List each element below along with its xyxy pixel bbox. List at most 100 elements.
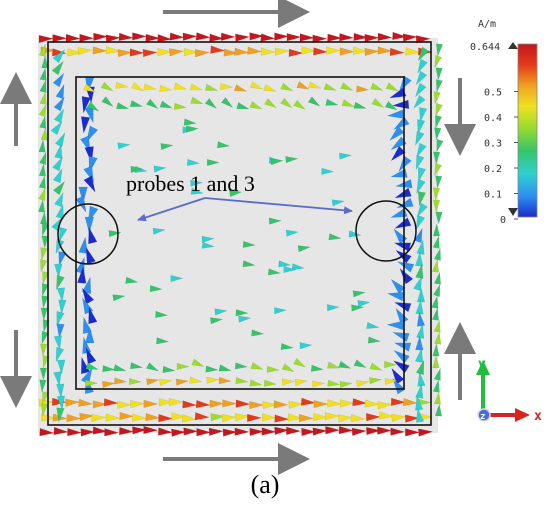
field-vector-arrow <box>236 102 250 110</box>
field-vector-arrow <box>146 362 160 372</box>
field-vector-arrow <box>85 246 96 265</box>
field-vector-arrow <box>185 125 200 133</box>
field-vector-arrow <box>114 377 128 385</box>
field-vector-arrow <box>433 391 442 405</box>
field-vector-arrow <box>196 428 212 437</box>
field-vector-arrow <box>413 275 422 292</box>
field-vector-arrow <box>432 235 440 249</box>
field-vector-arrow <box>353 359 367 368</box>
field-vector-arrow <box>351 304 365 312</box>
field-vector-arrow <box>156 337 170 345</box>
field-vector-arrow <box>153 165 167 173</box>
field-vector-arrow <box>327 361 341 369</box>
field-vector-arrow <box>325 98 339 106</box>
circulation-arrows <box>0 0 476 475</box>
field-vector-arrow <box>331 199 345 207</box>
field-vector-arrow <box>274 47 290 56</box>
field-vector-arrow <box>390 145 406 162</box>
field-vector-arrow <box>325 426 341 435</box>
field-vector-arrow <box>273 400 289 409</box>
field-vector-arrow <box>390 207 408 218</box>
colorbar-min-marker <box>508 208 518 216</box>
field-vector-arrow <box>433 319 441 333</box>
field-vector-arrow <box>323 83 337 91</box>
field-vector-arrow <box>294 379 308 387</box>
field-vector-arrow <box>416 142 427 158</box>
field-vector-arrow <box>433 151 441 165</box>
field-vector-arrow <box>53 335 62 351</box>
field-vector-arrow <box>238 315 252 323</box>
field-vector-arrow <box>108 230 122 238</box>
field-vector-arrow <box>297 245 311 253</box>
field-vector-arrow <box>171 412 187 421</box>
field-vector-arrow <box>234 413 251 422</box>
field-vector-arrow <box>191 358 205 367</box>
field-vector-arrow <box>391 367 405 385</box>
field-vector-arrow <box>223 48 239 57</box>
field-vector-arrow <box>270 158 284 166</box>
field-vector-arrow <box>434 54 443 69</box>
field-vector-arrow <box>80 367 93 385</box>
field-vector-arrow <box>247 46 263 55</box>
field-vector-arrow <box>338 426 354 435</box>
field-vector-arrow <box>218 376 232 385</box>
field-vector-arrow <box>195 32 212 41</box>
field-vector-arrow <box>415 154 425 171</box>
field-vector-arrow <box>399 267 414 285</box>
field-vector-arrow <box>281 363 295 373</box>
field-vector-arrow <box>52 167 63 184</box>
field-vector-arrow <box>40 127 48 141</box>
field-vector-arrow <box>204 83 219 91</box>
field-vector-arrow <box>158 414 174 423</box>
field-vector-arrow <box>209 33 225 42</box>
field-vector-arrow <box>389 47 405 57</box>
probe-circle-left <box>57 203 119 265</box>
field-vector-arrow <box>79 33 95 43</box>
field-vector-arrow <box>101 96 114 108</box>
field-vector-arrow <box>242 240 256 248</box>
field-vector-arrow <box>55 203 64 219</box>
field-vector-arrow <box>65 398 81 407</box>
field-vector-arrow <box>41 55 49 69</box>
field-vector-arrow <box>431 295 439 309</box>
field-vector-arrow <box>313 413 329 422</box>
field-vector-arrow <box>93 32 109 41</box>
field-vector-arrow <box>338 360 352 369</box>
field-vector-arrow <box>394 217 412 229</box>
field-vector-arrow <box>419 107 428 123</box>
field-vector-arrow <box>339 47 355 56</box>
field-vector-arrow <box>81 356 91 375</box>
field-vector-arrow <box>105 34 121 43</box>
field-vector-arrow <box>249 81 264 90</box>
field-vector-arrow <box>369 362 383 371</box>
field-vector-arrow <box>312 34 328 43</box>
field-vector-arrow <box>206 376 220 384</box>
field-vector-arrow <box>229 189 243 197</box>
field-vector-arrow <box>312 380 326 388</box>
field-vector-arrow <box>66 413 82 423</box>
field-vector-arrow <box>77 47 93 56</box>
field-vector-arrow <box>234 427 250 436</box>
field-vector-arrow <box>405 428 421 437</box>
colorbar-unit: A/m <box>478 19 496 30</box>
field-vector-arrow <box>293 99 306 110</box>
field-vector-arrow <box>414 82 427 98</box>
field-vector-arrow <box>435 211 443 225</box>
field-vector-arrow <box>41 331 49 345</box>
field-vector-arrow <box>341 99 355 107</box>
y-axis-label: y <box>478 357 486 372</box>
field-vector-arrow <box>190 187 204 195</box>
field-vector-arrow <box>117 400 133 409</box>
colorbar-tick-label: 0.3 <box>484 139 502 150</box>
field-vector-arrow <box>340 82 354 91</box>
colorbar-gradient <box>517 43 538 218</box>
field-vector-arrow <box>105 413 121 422</box>
field-vector-arrow <box>242 260 256 268</box>
field-vector-arrow <box>433 367 441 381</box>
field-vector-arrow <box>54 263 63 279</box>
field-vector-arrow <box>351 427 367 437</box>
field-vector-arrow <box>159 84 173 92</box>
field-vector-arrow <box>57 359 66 375</box>
field-vector-arrow <box>418 428 434 437</box>
field-vector-arrow <box>117 142 131 150</box>
